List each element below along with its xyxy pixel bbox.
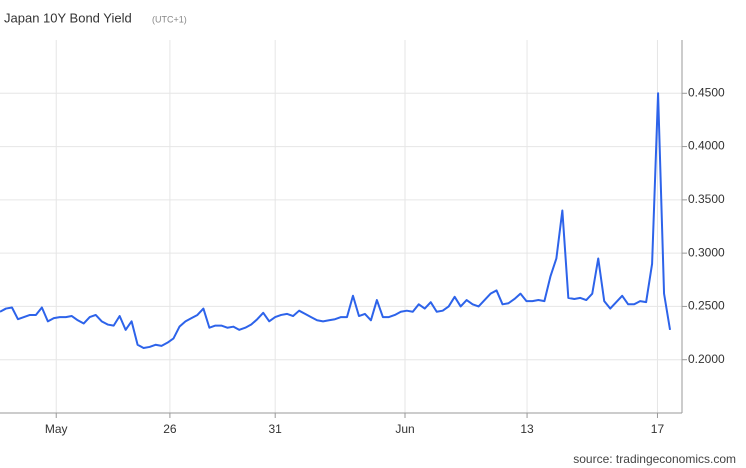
chart-subtitle: (UTC+1) — [152, 14, 187, 24]
y-tick-label: 0.3500 — [688, 192, 725, 206]
x-tick-label: May — [45, 422, 68, 436]
y-tick-label: 0.4500 — [688, 85, 725, 99]
x-tick-label: 13 — [520, 422, 534, 436]
y-tick-label: 0.3000 — [688, 245, 725, 259]
y-tick-label: 0.4000 — [688, 139, 725, 153]
x-tick-label: Jun — [395, 422, 414, 436]
x-tick-label: 26 — [163, 422, 177, 436]
x-tick-label: 31 — [269, 422, 283, 436]
x-tick-label: 17 — [651, 422, 665, 436]
source: source: tradingeconomics.com — [573, 452, 736, 466]
y-tick-label: 0.2500 — [688, 299, 725, 313]
chart-title: Japan 10Y Bond Yield — [4, 10, 132, 25]
y-tick-label: 0.2000 — [688, 352, 725, 366]
data-line — [0, 92, 672, 349]
